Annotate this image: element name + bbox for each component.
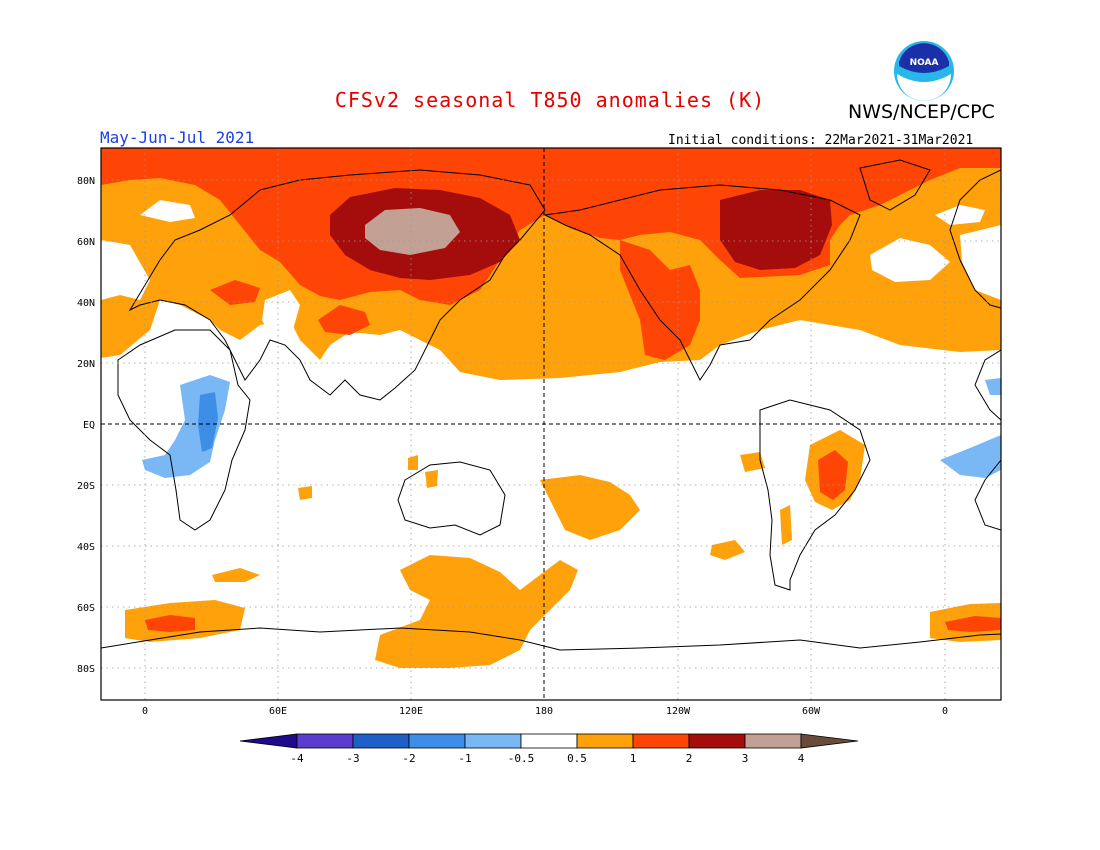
lon-label-0: 0	[142, 706, 148, 717]
lat-label-40n: 40N	[77, 298, 95, 309]
colorbar-bin-neg4-neg3	[296, 733, 354, 749]
colorbar-label-neg3: -3	[346, 752, 359, 765]
figure-title: CFSv2 seasonal T850 anomalies (K)	[334, 88, 766, 112]
anomaly-region-1-2-brazil	[818, 450, 848, 500]
lon-label-60e: 60E	[269, 706, 287, 717]
anomaly-region-1-2-iran	[210, 280, 260, 305]
anomaly-region-neg-1-2-africa	[198, 392, 218, 452]
colorbar-label-neg1: -1	[458, 752, 471, 765]
coastline-greenland	[859, 159, 931, 211]
colorbar-bin-2-3	[688, 733, 746, 749]
neutral-region-arabia	[262, 290, 300, 345]
anomaly-region-2-3-canada	[720, 190, 832, 270]
colorbar-bin-3-4	[744, 733, 802, 749]
coastline-antarctica	[101, 627, 1001, 651]
colorbar-bin-05-1	[576, 733, 634, 749]
lat-label-80s: 80S	[77, 664, 95, 675]
anomaly-region-1-2-china	[318, 305, 370, 335]
neutral-region-eurasia-north	[140, 200, 195, 222]
anomaly-region-1-2-south-atlantic-east	[945, 616, 1001, 632]
coastline-australia	[397, 461, 506, 536]
neutral-region-greenland-east	[935, 205, 985, 225]
colorbar-bin-1-2	[632, 733, 690, 749]
lat-label-80n: 80N	[77, 176, 95, 187]
anomaly-region-0.5-1-south-indian	[212, 568, 260, 582]
lon-label-180: 180	[535, 706, 553, 717]
lon-label-0-right: 0	[942, 706, 948, 717]
lon-axis: 0 60E 120E 180 120W 60W 0	[142, 706, 948, 717]
colorbar-bin-neg1-neg05	[464, 733, 522, 749]
coastline-eurasia	[128, 169, 546, 401]
colorbar-bin-neg2-neg1	[408, 733, 466, 749]
colorbar-label-neg2: -2	[402, 752, 415, 765]
colorbar-label-05: 0.5	[567, 752, 587, 765]
colorbar-high-arrow	[800, 733, 859, 749]
neutral-region-eurasia-west	[960, 225, 1001, 300]
colorbar-bin-neg3-neg2	[352, 733, 410, 749]
equator-dateline	[101, 148, 1001, 700]
colorbar-label-4: 4	[798, 752, 805, 765]
colorbar-label-1: 1	[630, 752, 637, 765]
anomaly-region-1-2-south-atlantic	[145, 615, 195, 632]
coastline-africa-east-repeat	[974, 349, 1001, 531]
coastline-europe-east-repeat	[949, 169, 1001, 309]
anomaly-region-0.5-1-southern-ocean	[375, 555, 578, 668]
lon-label-60w: 60W	[802, 706, 821, 717]
lon-label-120e: 120E	[399, 706, 423, 717]
colorbar-bin-neg05-05	[520, 733, 578, 749]
colorbar-label-neg4: -4	[290, 752, 304, 765]
initial-conditions: Initial conditions: 22Mar2021-31Mar2021	[668, 133, 974, 148]
lat-label-eq: EQ	[83, 420, 95, 431]
anomaly-region-0.5-1-small-patches	[298, 452, 792, 560]
forecast-period: May-Jun-Jul 2021	[100, 128, 255, 147]
lat-axis: 80N 60N 40N 20N EQ 20S 40S 60S 80S	[77, 176, 95, 675]
noaa-logo-text: NOAA	[910, 58, 939, 68]
lat-label-20n: 20N	[77, 359, 95, 370]
coastline-north-america	[543, 184, 861, 381]
map-frame	[100, 147, 1002, 701]
organization-label: NWS/NCEP/CPC	[848, 101, 995, 123]
lat-label-60n: 60N	[77, 237, 95, 248]
colorbar-labels: -4 -3 -2 -1 -0.5 0.5 1 2 3 4	[290, 752, 804, 765]
lon-label-120w: 120W	[666, 706, 691, 717]
noaa-logo: NOAA	[894, 41, 954, 101]
colorbar-label-2: 2	[686, 752, 693, 765]
neutral-region-atlantic-north	[870, 238, 950, 282]
anomaly-region-neg-0.5-1-africa-east	[940, 378, 1001, 478]
anomaly-region-0.5-1-south-pacific	[540, 475, 640, 540]
anomaly-region-1-2-nw-america	[620, 240, 700, 360]
colorbar-label-neg05: -0.5	[508, 752, 535, 765]
neutral-region-africa-north	[101, 240, 150, 300]
lat-label-60s: 60S	[77, 603, 95, 614]
coastline-africa	[117, 329, 251, 531]
lat-label-20s: 20S	[77, 481, 95, 492]
anomaly-fields	[101, 148, 1001, 668]
lat-label-40s: 40S	[77, 542, 95, 553]
colorbar-low-arrow	[239, 733, 298, 749]
colorbar-label-3: 3	[742, 752, 749, 765]
anomaly-region-3-4-siberia	[365, 208, 460, 255]
colorbar	[239, 733, 859, 749]
